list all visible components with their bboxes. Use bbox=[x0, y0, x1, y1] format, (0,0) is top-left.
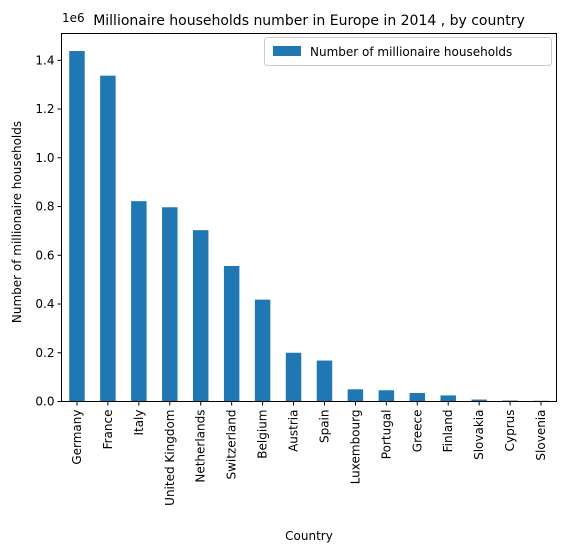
bar-spain bbox=[316, 360, 333, 402]
y-tick-label: 1.4 bbox=[35, 53, 54, 67]
x-tick-label: Austria bbox=[287, 410, 301, 452]
bar-slovakia bbox=[471, 399, 487, 402]
x-tick-label: Cyprus bbox=[503, 410, 517, 452]
bars-group bbox=[69, 51, 549, 402]
y-tick-label: 1.2 bbox=[35, 102, 54, 116]
x-tick-label: Switzerland bbox=[225, 410, 239, 480]
legend-box bbox=[264, 37, 552, 66]
x-tick-label: Luxembourg bbox=[348, 410, 362, 485]
chart-title: Millionaire households number in Europe … bbox=[93, 13, 525, 29]
x-tick-label: Finland bbox=[441, 410, 455, 453]
bar-france bbox=[100, 75, 116, 402]
x-tick-label: France bbox=[101, 410, 115, 450]
x-tick-label: United Kingdom bbox=[163, 410, 177, 506]
y-offset-label: 1e6 bbox=[62, 11, 85, 25]
x-tick-label: Slovakia bbox=[472, 410, 486, 460]
legend-swatch bbox=[273, 46, 301, 56]
bar-italy bbox=[131, 201, 147, 402]
bar-united-kingdom bbox=[162, 207, 178, 402]
legend: Number of millionaire households bbox=[264, 37, 552, 66]
x-tick-label: Netherlands bbox=[194, 410, 208, 483]
legend-label: Number of millionaire households bbox=[310, 45, 512, 59]
x-tick-label: Belgium bbox=[256, 410, 270, 459]
x-ticks: Germany France Italy United Kingdom Netherla… bbox=[70, 401, 548, 506]
x-tick-label: Spain bbox=[317, 410, 331, 444]
plot-frame bbox=[61, 33, 557, 402]
x-tick-label: Germany bbox=[70, 410, 84, 465]
y-tick-label: 0.8 bbox=[35, 200, 54, 214]
x-tick-label: Slovenia bbox=[534, 410, 548, 461]
bar-netherlands bbox=[192, 230, 209, 402]
x-tick-label: Greece bbox=[410, 410, 424, 453]
bar-germany bbox=[69, 51, 85, 402]
x-tick-label: Italy bbox=[132, 410, 146, 436]
bar-belgium bbox=[254, 299, 271, 402]
y-tick-label: 0.2 bbox=[35, 346, 54, 360]
y-tick-label: 0.6 bbox=[35, 248, 54, 262]
x-axis-label: Country bbox=[285, 529, 333, 543]
bar-austria bbox=[285, 352, 302, 402]
bar-luxembourg bbox=[347, 389, 364, 402]
x-tick-label: Portugal bbox=[379, 410, 393, 460]
y-tick-label: 0.0 bbox=[35, 395, 54, 409]
y-axis-label: Number of millionaire households bbox=[10, 121, 24, 323]
y-ticks: 0.0 0.2 0.4 0.6 0.8 1.0 1.2 1.4 bbox=[35, 53, 62, 409]
y-tick-label: 1.0 bbox=[35, 151, 54, 165]
y-tick-label: 0.4 bbox=[35, 297, 54, 311]
bar-portugal bbox=[378, 390, 395, 402]
bar-finland bbox=[440, 395, 456, 402]
bar-switzerland bbox=[223, 266, 240, 402]
bar-greece bbox=[409, 392, 426, 402]
